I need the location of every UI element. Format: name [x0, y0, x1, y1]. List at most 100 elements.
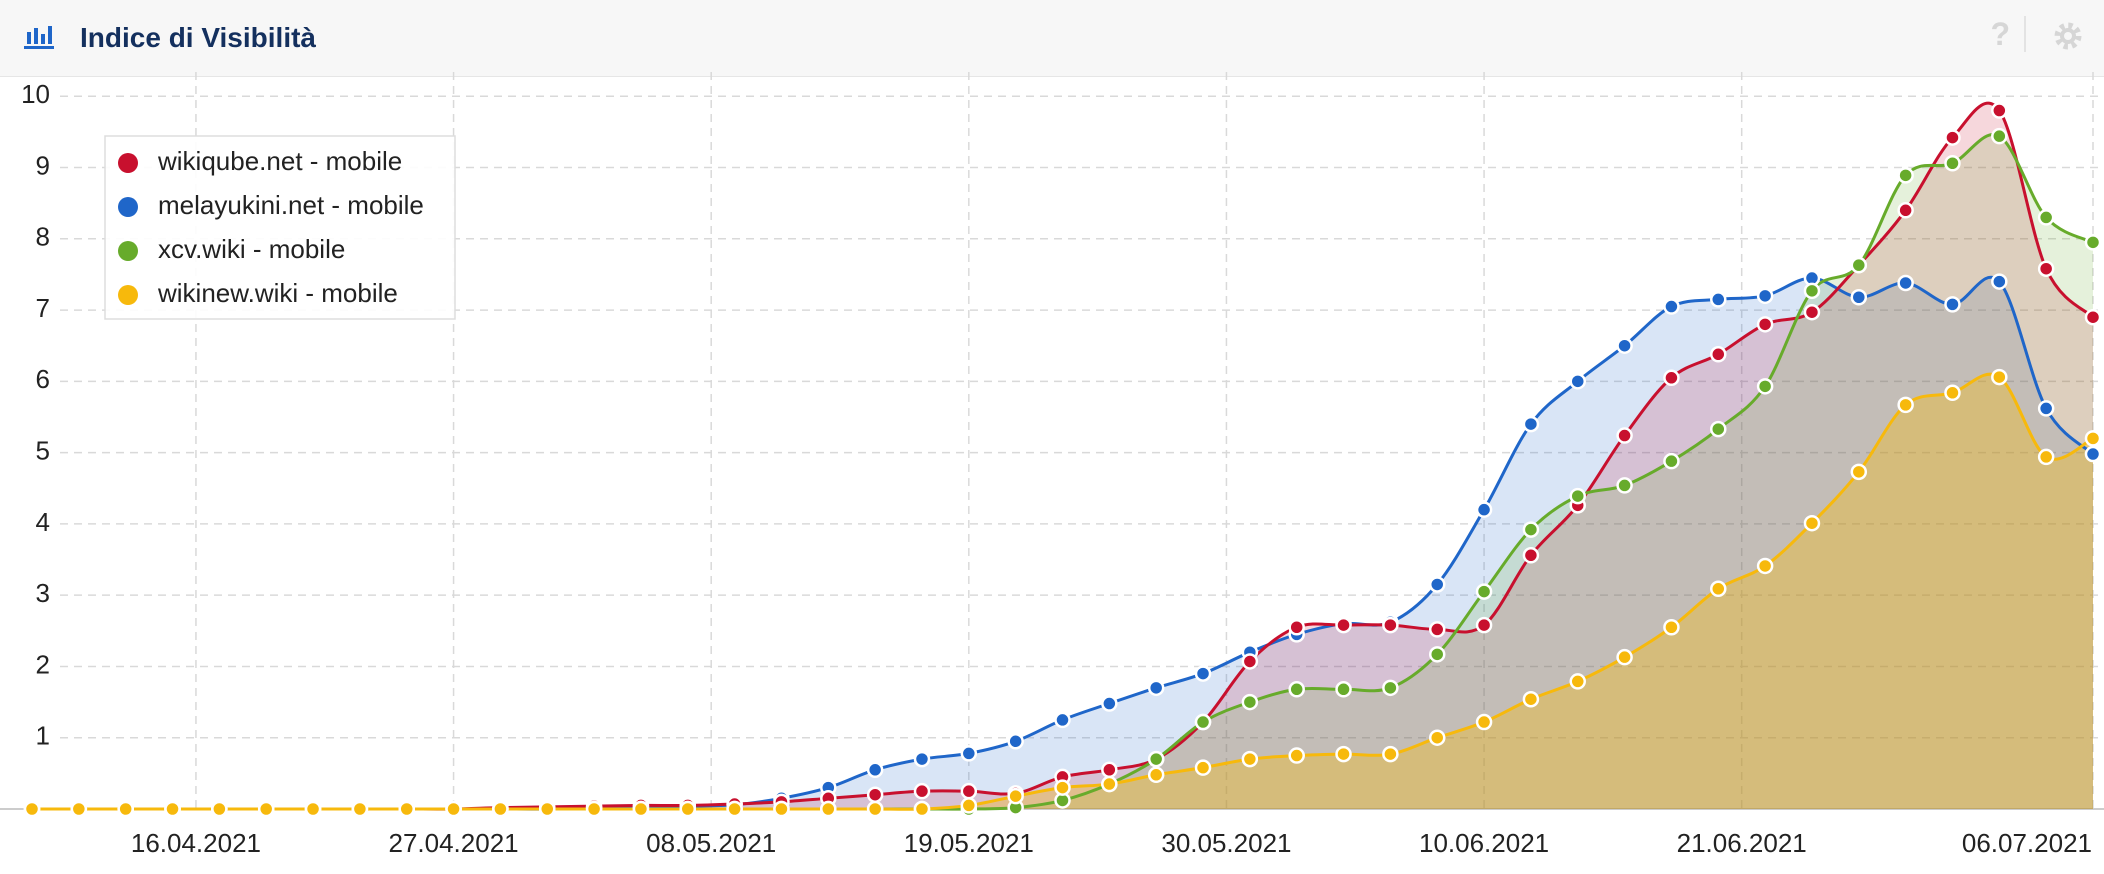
data-point	[1710, 346, 1727, 363]
data-point	[1194, 713, 1212, 731]
data-point	[1569, 673, 1586, 690]
data-point	[1663, 298, 1680, 315]
data-point	[117, 800, 134, 818]
data-point	[1663, 452, 1680, 470]
data-point	[1382, 745, 1399, 763]
data-point	[351, 800, 369, 818]
widget-title: Indice di Visibilità	[80, 22, 316, 53]
data-point	[1616, 477, 1633, 494]
legend-marker	[118, 197, 138, 217]
data-point	[2037, 400, 2055, 417]
data-point	[1991, 102, 2008, 119]
data-point	[1428, 576, 1446, 593]
data-point	[211, 800, 228, 818]
data-point	[1522, 547, 1540, 564]
data-point	[1054, 711, 1071, 729]
data-point	[632, 800, 650, 818]
data-point	[164, 800, 181, 818]
y-tick-label: 5	[36, 436, 50, 466]
chart-icon	[24, 26, 54, 49]
legend-label: melayukini.net - mobile	[158, 190, 424, 220]
data-point	[1944, 296, 1961, 313]
data-point	[304, 800, 322, 818]
data-point	[1288, 619, 1305, 636]
data-point	[866, 786, 884, 803]
data-point	[1194, 665, 1212, 682]
data-point	[1616, 648, 1633, 666]
data-point	[585, 800, 603, 818]
legend: wikiqube.net - mobile melayukini.net - mo…	[104, 135, 456, 320]
data-point	[1850, 463, 1868, 481]
data-point	[1194, 759, 1212, 776]
data-point	[866, 761, 884, 779]
data-point	[960, 782, 978, 800]
data-point	[1288, 681, 1305, 698]
data-point	[1710, 291, 1727, 308]
x-tick-label: 21.06.2021	[1677, 828, 1807, 858]
data-point	[2037, 448, 2055, 466]
data-point	[398, 800, 415, 818]
data-point	[2084, 445, 2102, 463]
data-point	[1897, 396, 1914, 414]
data-point	[1101, 775, 1118, 793]
data-point	[1944, 384, 1961, 402]
data-point	[1991, 273, 2008, 290]
data-point	[960, 797, 978, 814]
y-tick-label: 2	[36, 649, 50, 679]
data-point	[1710, 420, 1727, 438]
data-point	[1756, 557, 1774, 575]
data-point	[679, 800, 697, 818]
data-point	[1897, 202, 1914, 219]
x-tick-label: 06.07.2021	[1962, 828, 2092, 858]
data-point	[1897, 274, 1914, 292]
data-point	[2084, 308, 2102, 326]
help-button[interactable]: ?	[1990, 16, 2010, 52]
legend-label: xcv.wiki - mobile	[158, 234, 345, 264]
data-point	[913, 800, 931, 818]
data-point	[1522, 521, 1540, 538]
x-tick-label: 27.04.2021	[388, 828, 518, 858]
data-point	[23, 800, 41, 818]
y-tick-label: 6	[36, 364, 50, 394]
data-point	[1475, 616, 1493, 634]
data-point	[866, 800, 884, 818]
data-point	[1756, 378, 1774, 395]
x-tick-label: 16.04.2021	[131, 828, 261, 858]
series-area	[32, 103, 2093, 810]
data-point	[1850, 256, 1868, 274]
legend-label: wikinew.wiki - mobile	[157, 278, 398, 308]
data-point	[1382, 679, 1399, 697]
data-point	[1241, 750, 1259, 768]
legend-box	[104, 135, 456, 320]
data-point	[1569, 373, 1586, 390]
data-point	[1475, 583, 1493, 600]
x-tick-label: 10.06.2021	[1419, 828, 1549, 858]
data-point	[913, 750, 931, 768]
data-point	[1335, 681, 1352, 698]
series-area	[32, 134, 2093, 810]
settings-button[interactable]	[2052, 20, 2084, 52]
legend-marker	[118, 285, 138, 305]
header: Indice di Visibilità ?	[0, 0, 2104, 77]
y-tick-label: 7	[36, 293, 50, 323]
data-point	[1101, 761, 1118, 779]
data-point	[1522, 690, 1540, 708]
x-tick-label: 19.05.2021	[904, 828, 1034, 858]
data-point	[1616, 427, 1633, 444]
data-point	[70, 800, 88, 818]
legend-label: wikiqube.net - mobile	[157, 146, 402, 176]
y-tick-label: 3	[36, 578, 50, 608]
data-point	[820, 800, 837, 818]
data-point	[960, 745, 978, 762]
data-point	[1991, 368, 2008, 386]
data-point	[1335, 745, 1352, 763]
y-tick-label: 9	[36, 150, 50, 180]
y-tick-label: 4	[36, 507, 50, 537]
data-point	[1803, 303, 1821, 321]
data-point	[2037, 260, 2055, 277]
data-point	[1850, 288, 1868, 306]
data-point	[2037, 209, 2055, 226]
data-point	[1007, 787, 1024, 805]
